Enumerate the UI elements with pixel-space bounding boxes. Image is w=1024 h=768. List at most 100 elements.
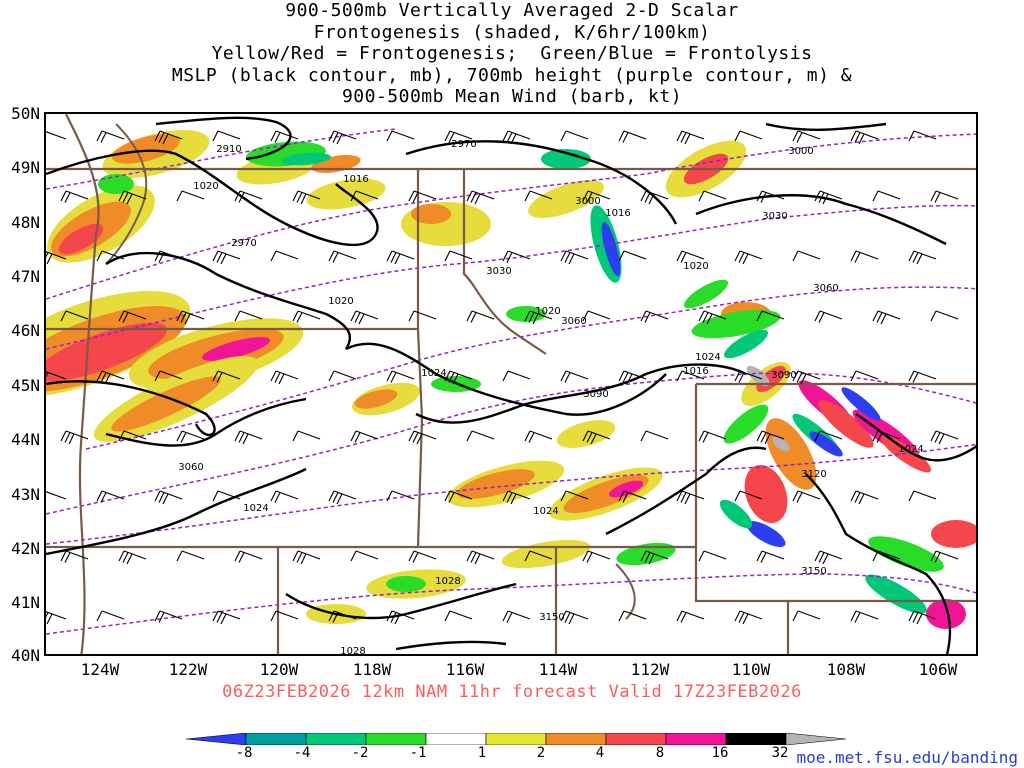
- wind-barb: [618, 490, 647, 503]
- wind-barb: [872, 550, 901, 562]
- colorbar-label: -2: [351, 745, 369, 761]
- wind-barb: [176, 190, 205, 202]
- wind-barb: [350, 310, 379, 325]
- frontogenesis-patch: [818, 400, 874, 448]
- colorbar-label: 16: [711, 745, 729, 761]
- wind-barb: [46, 611, 67, 625]
- wind-barb: [560, 610, 589, 625]
- wind-barb: [850, 370, 879, 382]
- frontogenesis-patch: [58, 223, 104, 255]
- height-label: 2970: [231, 238, 256, 249]
- state-border: [694, 384, 976, 603]
- great-salt-lake: [615, 563, 636, 620]
- mslp-contours: [46, 116, 976, 654]
- mslp-contour: [695, 194, 947, 246]
- colorbar-label: 32: [771, 745, 789, 761]
- lat-label-49n: 49N: [11, 158, 40, 177]
- wind-barb: [234, 190, 263, 203]
- colorbar-cell: [725, 733, 787, 745]
- wind-barb: [792, 370, 821, 385]
- wind-barb: [118, 190, 147, 205]
- mslp-label: 1028: [340, 646, 365, 656]
- mslp-contour: [155, 116, 292, 161]
- state-borders: [46, 114, 976, 654]
- mslp-label: 1016: [605, 208, 630, 219]
- height-label: 3120: [801, 469, 826, 480]
- wind-barb: [154, 130, 183, 145]
- wind-barb: [212, 130, 241, 142]
- mslp-label: 1016: [343, 174, 368, 185]
- wind-barb: [408, 190, 437, 203]
- title-line-5: 900-500mb Mean Wind (barb, kt): [341, 86, 683, 107]
- title-line-2: Frontogenesis (shaded, K/6hr/100km): [313, 21, 711, 43]
- frontogenesis-patch: [112, 134, 180, 164]
- state-border: [416, 328, 424, 548]
- frontogenesis-patch: [765, 418, 817, 490]
- wind-barbs: [46, 130, 959, 625]
- credit-link[interactable]: moe.met.fsu.edu/banding: [796, 748, 1018, 767]
- wind-barb: [560, 250, 589, 265]
- wind-barb: [444, 370, 473, 385]
- height-label: 2970: [451, 139, 476, 150]
- wind-barb: [930, 310, 959, 322]
- chart-title: 900-500mb Vertically Averaged 2-D Scalar…: [0, 0, 1024, 108]
- wind-barb: [350, 550, 379, 562]
- wind-barb: [734, 370, 763, 383]
- wind-barb: [118, 550, 147, 565]
- puget-sound: [105, 123, 148, 265]
- height-label: 3000: [575, 196, 600, 207]
- wind-barb: [930, 550, 959, 563]
- height-label: 3000: [788, 146, 813, 157]
- wind-barb: [872, 190, 901, 202]
- mslp-label: 1024: [695, 352, 720, 363]
- wind-barb: [698, 430, 727, 443]
- frontogenesis-patch: [744, 464, 788, 524]
- wind-barb: [676, 610, 705, 623]
- mslp-contour: [285, 582, 517, 620]
- wind-barb: [618, 610, 647, 622]
- title-line-4: MSLP (black contour, mb), 700mb height (…: [171, 64, 853, 86]
- wind-barb: [466, 550, 495, 565]
- mslp-label: 1016: [683, 366, 708, 377]
- mslp-label: 1028: [435, 576, 460, 587]
- wind-barb: [792, 250, 821, 262]
- frontolysis-patch: [719, 499, 753, 529]
- wind-barb: [444, 490, 473, 503]
- wind-barb: [212, 610, 241, 625]
- wind-barb: [850, 610, 879, 623]
- colorbar-cell: [305, 733, 367, 745]
- colorbar-cell: [605, 733, 667, 745]
- wind-barb: [734, 490, 763, 502]
- wind-barb: [502, 130, 531, 145]
- wind-barb: [524, 430, 553, 443]
- wind-barb: [328, 250, 357, 263]
- wind-barb: [96, 490, 125, 503]
- colorbar-label: 8: [655, 745, 665, 761]
- wind-barb: [930, 190, 959, 203]
- wind-barb: [118, 310, 147, 323]
- lat-label-50n: 50N: [11, 104, 40, 123]
- wind-barb: [46, 131, 67, 140]
- frontogenesis-patch: [457, 469, 535, 499]
- frontogenesis-patch: [528, 180, 604, 218]
- wind-barb: [60, 550, 89, 563]
- colorbar: [186, 733, 846, 745]
- lon-label-114w: 114W: [538, 660, 578, 679]
- wind-barb: [908, 130, 937, 142]
- lat-label-44n: 44N: [11, 430, 40, 449]
- height-label: 3030: [486, 266, 511, 277]
- frontolysis-patch: [865, 574, 927, 614]
- wind-barb: [792, 490, 821, 503]
- height-contour: [46, 204, 976, 350]
- wind-barb: [350, 430, 379, 443]
- mslp-contour: [395, 640, 507, 651]
- colorbar-cell: [425, 733, 487, 745]
- mslp-contour: [46, 380, 216, 436]
- lon-label-112w: 112W: [630, 660, 670, 679]
- wind-barb: [908, 370, 937, 383]
- mslp-contour: [765, 122, 887, 131]
- height-contour: [85, 286, 976, 450]
- wind-barb: [176, 550, 205, 562]
- wind-barb: [386, 370, 415, 383]
- frontolysis-patch: [541, 149, 591, 169]
